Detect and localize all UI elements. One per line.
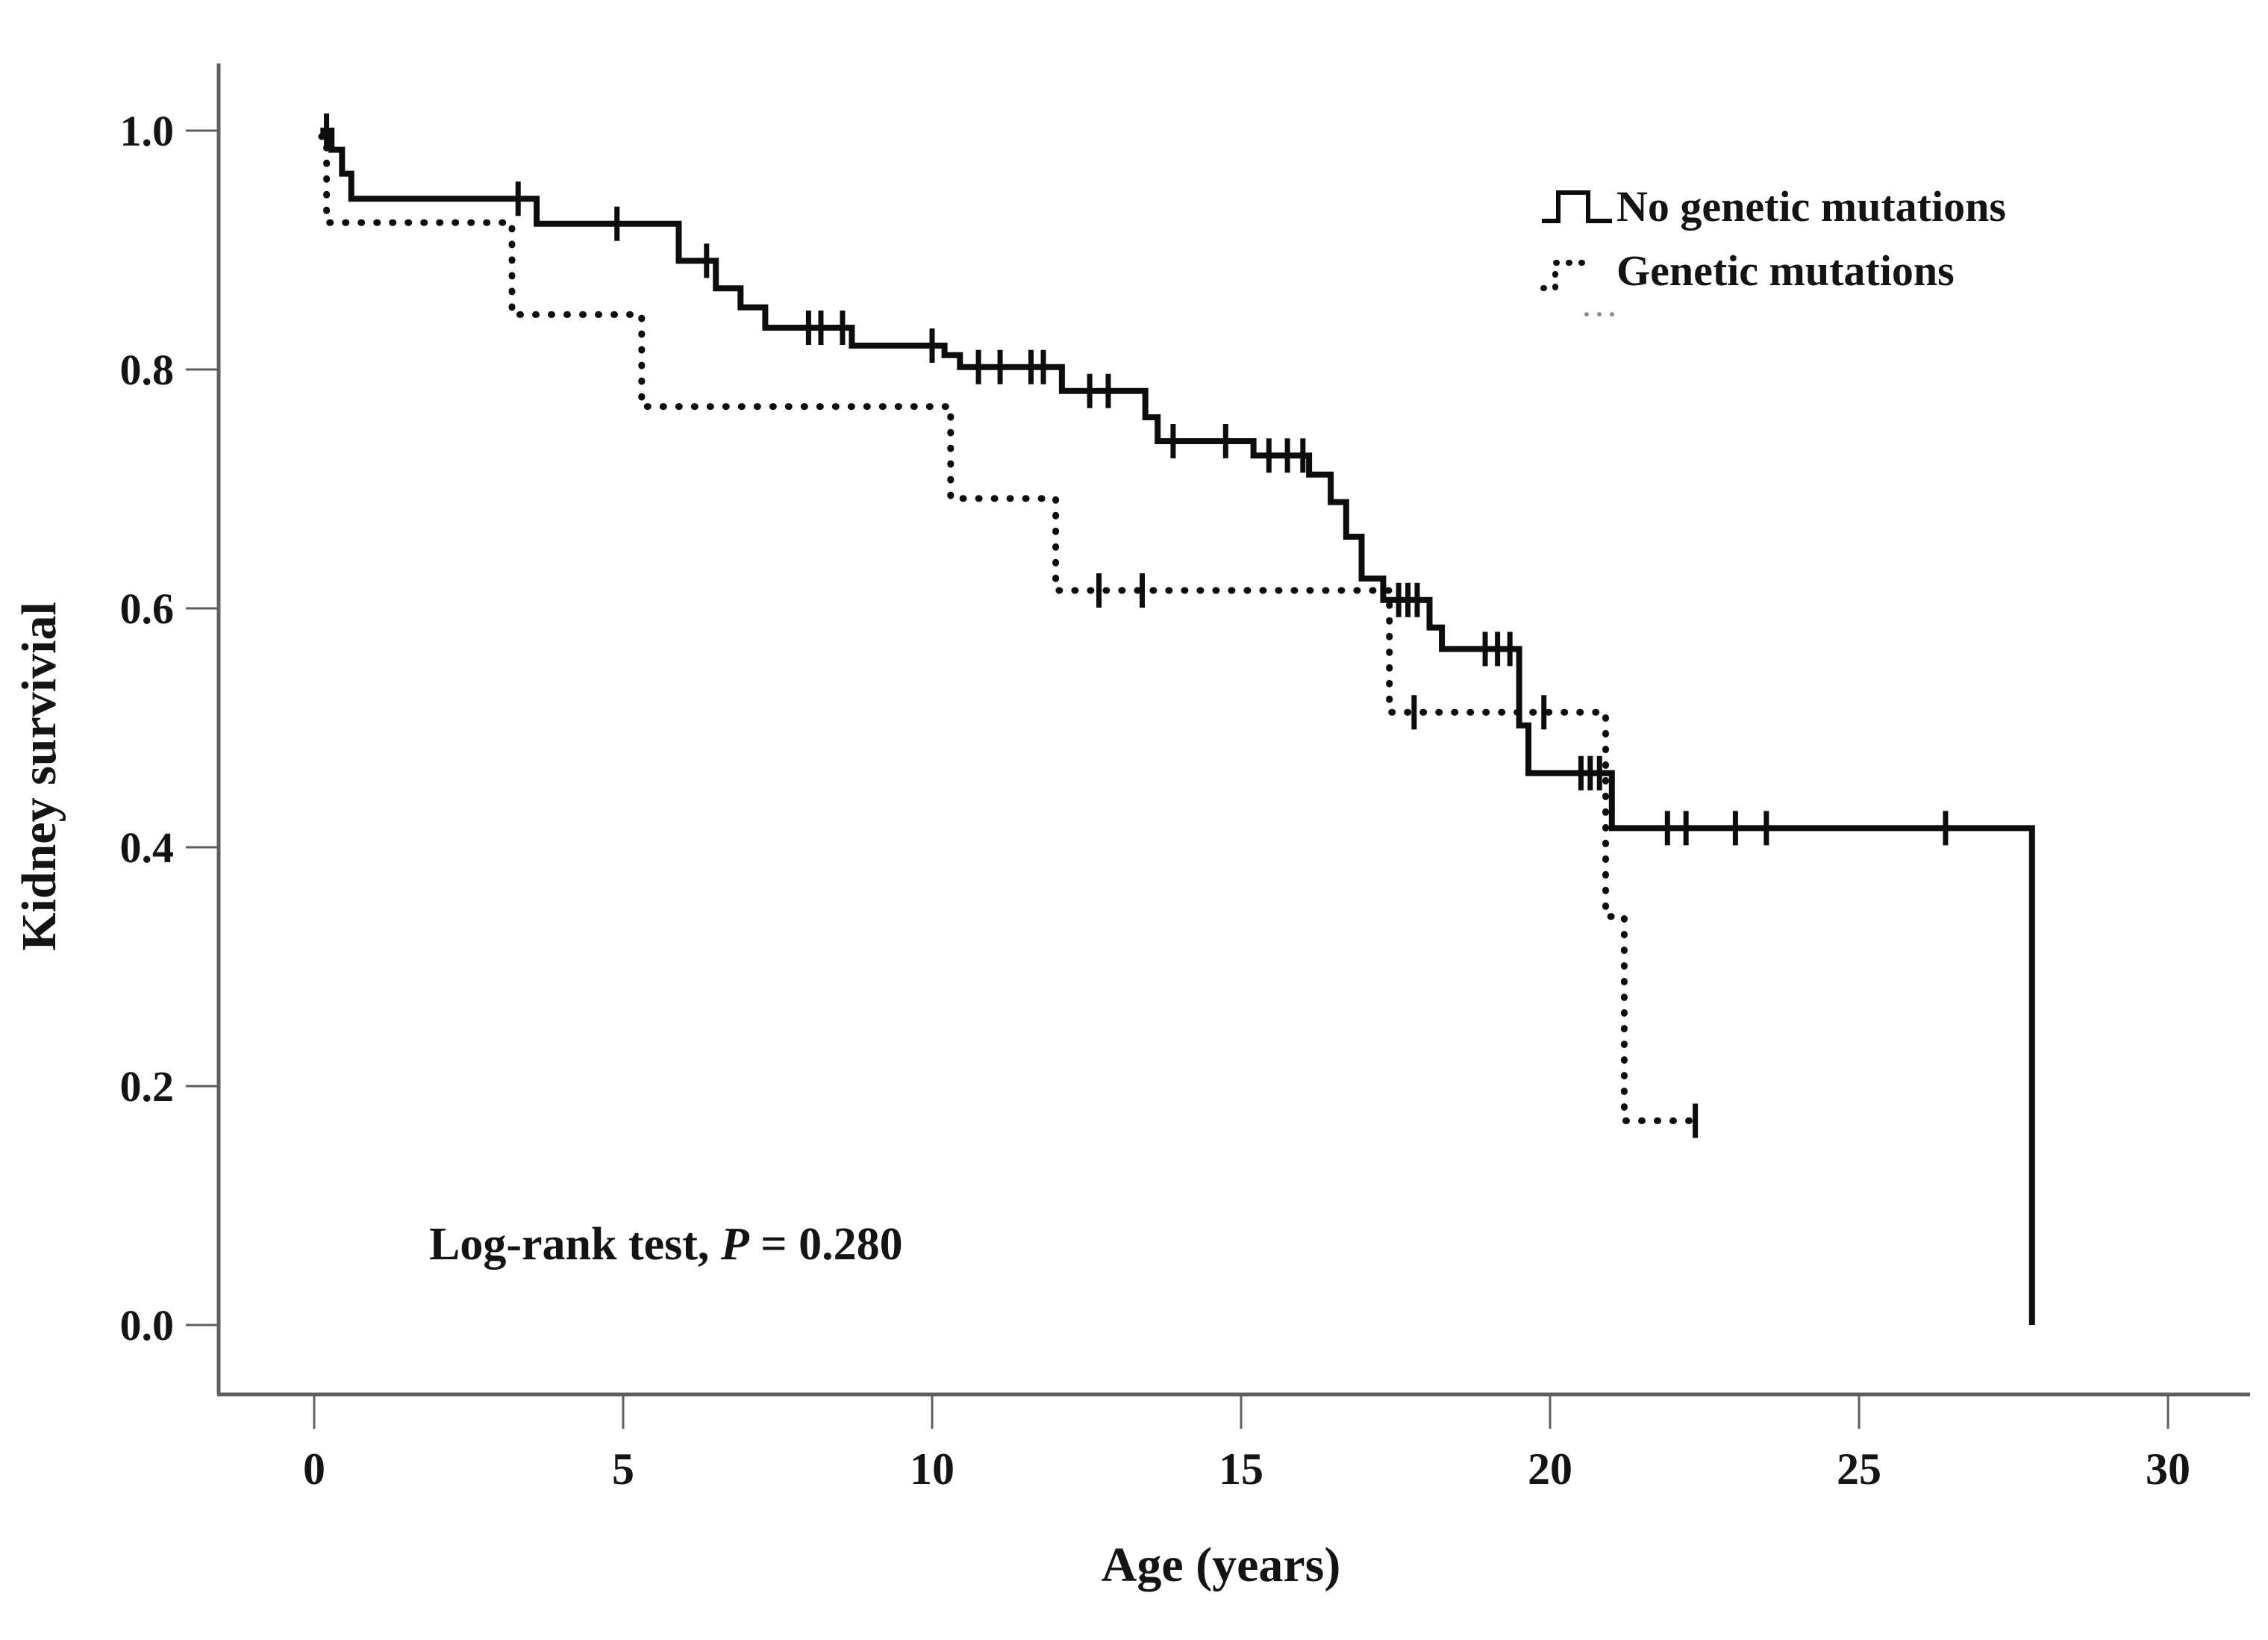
y-tick-label: 0.0	[120, 1301, 175, 1350]
x-tick-label: 10	[910, 1444, 955, 1494]
x-tick-label: 15	[1219, 1444, 1263, 1494]
dotted-step-line-icon	[1540, 260, 1585, 291]
legend-label: No genetic mutations	[1616, 182, 2006, 231]
x-tick-label: 5	[612, 1444, 634, 1494]
legend-item-no-genetic-mutations: No genetic mutations	[1539, 175, 2006, 239]
y-tick-label: 0.2	[120, 1062, 175, 1111]
solid-step-line-icon	[1542, 190, 1612, 223]
x-tick-label: 30	[2146, 1444, 2190, 1494]
legend-item-genetic-mutations: Genetic mutations	[1539, 239, 2006, 303]
y-tick-label: 0.6	[120, 584, 175, 633]
log-rank-annotation: Log-rank test, P = 0.280	[429, 1218, 903, 1271]
x-tick-label: 25	[1837, 1444, 1881, 1494]
survival-curve-no-genetic-mutations	[320, 128, 2035, 1325]
annotation-p-symbol: P	[720, 1219, 749, 1270]
annotation-prefix: Log-rank test,	[429, 1219, 721, 1270]
x-tick-label: 20	[1528, 1444, 1572, 1494]
legend-label: Genetic mutations	[1616, 246, 1955, 295]
survival-curve-genetic-mutations	[318, 133, 1705, 1124]
x-tick-label: 0	[303, 1444, 325, 1494]
y-axis-title: Kidney survivial	[12, 602, 66, 951]
annotation-suffix: = 0.280	[749, 1219, 903, 1270]
legend-stray-dots: ···	[1582, 299, 1621, 329]
y-tick-label: 1.0	[120, 107, 175, 155]
y-tick-label: 0.4	[120, 823, 175, 872]
x-axis-title: Age (years)	[1102, 1538, 1341, 1592]
chart-legend: No genetic mutations Genetic mutations	[1539, 175, 2006, 303]
y-tick-label: 0.8	[120, 346, 175, 394]
